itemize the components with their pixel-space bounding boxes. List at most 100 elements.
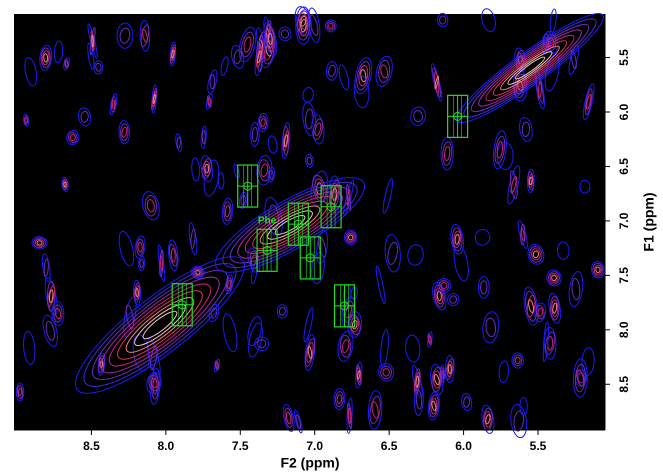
contour [54, 307, 62, 320]
contour [463, 396, 471, 408]
contour [125, 297, 195, 353]
contour [159, 254, 164, 272]
contour [447, 292, 460, 307]
contour [175, 133, 183, 152]
contour [333, 388, 346, 410]
contour [296, 9, 310, 34]
contour [595, 266, 601, 274]
contour [224, 205, 231, 218]
contour [531, 248, 541, 261]
contour [69, 134, 76, 142]
contour [281, 121, 291, 160]
contour [268, 204, 279, 230]
contour [338, 64, 350, 91]
contour [87, 42, 95, 70]
contour [430, 363, 444, 396]
contour [470, 23, 590, 113]
contour [42, 314, 58, 347]
contour [141, 191, 160, 221]
contour [325, 61, 338, 81]
contour [517, 220, 528, 249]
contour [134, 285, 140, 300]
contour [382, 178, 394, 214]
contour [324, 19, 337, 33]
contour [266, 29, 274, 49]
contour [542, 321, 549, 363]
contour [355, 364, 362, 386]
contour [74, 256, 246, 394]
contour [367, 390, 383, 430]
contour [244, 196, 336, 254]
contour [328, 64, 336, 77]
contour [314, 122, 322, 136]
contour [111, 99, 116, 110]
contour [176, 136, 181, 149]
peak-center [339, 301, 349, 311]
contour [492, 130, 507, 170]
contour [570, 50, 577, 70]
contour [302, 86, 314, 103]
contour [407, 244, 424, 266]
contour [100, 276, 220, 374]
contour [378, 59, 391, 83]
contour [62, 179, 68, 189]
contour [93, 60, 104, 75]
contour [375, 265, 386, 305]
y-tick-label: 5.5 [617, 49, 631, 66]
contour [188, 222, 198, 256]
contour [250, 122, 260, 148]
contour [116, 22, 134, 49]
contour [413, 368, 421, 395]
contour [584, 88, 593, 116]
contour [222, 313, 238, 353]
contour [146, 199, 155, 213]
contour [168, 243, 178, 267]
contour [306, 156, 313, 166]
contour [346, 232, 355, 242]
contour [513, 410, 524, 432]
contour [117, 290, 203, 360]
contour [414, 372, 421, 392]
contour [227, 279, 232, 289]
contour [67, 132, 78, 144]
contour [254, 336, 270, 351]
contour [546, 269, 562, 287]
contour [463, 18, 597, 118]
contour [380, 365, 393, 380]
contour [45, 320, 55, 341]
contour [24, 117, 28, 124]
contour [485, 414, 491, 425]
contour [282, 130, 290, 152]
contour [267, 166, 276, 183]
contour [171, 49, 175, 59]
contour [479, 280, 488, 295]
contour [532, 250, 540, 259]
contour [557, 241, 570, 260]
contour [36, 240, 43, 246]
contour [356, 61, 371, 91]
contour [511, 352, 524, 369]
contour [215, 362, 219, 369]
contour [247, 247, 261, 273]
contour [514, 56, 546, 80]
contour [274, 215, 306, 235]
contour [549, 273, 559, 283]
contour [572, 358, 588, 398]
contour [335, 391, 344, 407]
contour [427, 333, 433, 346]
contour [134, 304, 186, 346]
contour [169, 44, 176, 64]
contour [41, 253, 51, 283]
contour [278, 26, 292, 42]
contour [574, 363, 586, 393]
contour [451, 227, 463, 252]
contour [44, 277, 58, 316]
contour [268, 169, 274, 180]
contour [382, 368, 390, 377]
contour [95, 62, 102, 72]
contour [78, 107, 92, 127]
contour [453, 230, 462, 249]
contour [15, 382, 25, 402]
contour [339, 334, 352, 358]
